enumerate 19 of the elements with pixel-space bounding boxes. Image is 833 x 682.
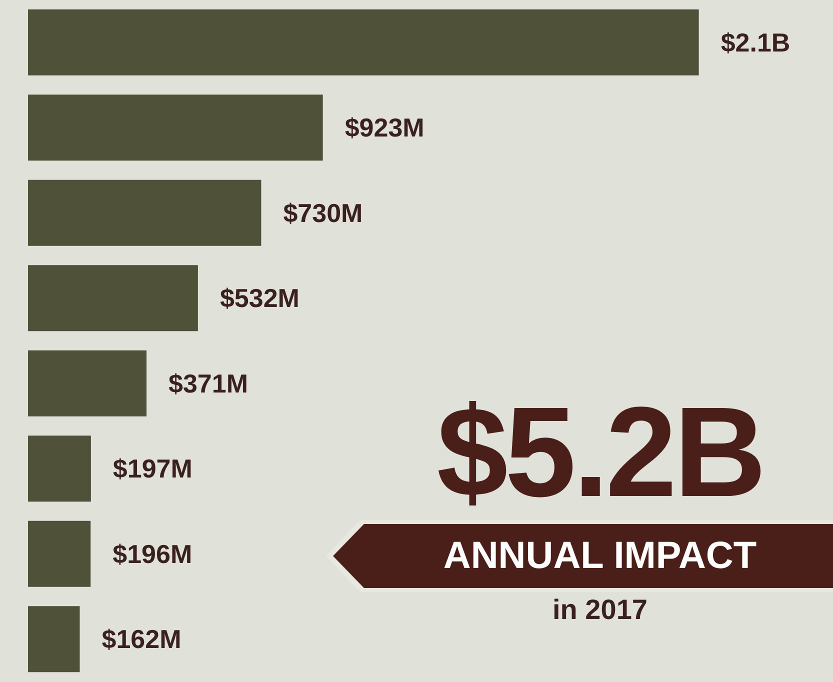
data-label: $162M <box>102 624 182 654</box>
data-label: $532M <box>220 283 300 314</box>
bar <box>28 180 262 246</box>
bar <box>28 94 323 161</box>
bar <box>28 520 91 587</box>
annotation: in 2017 <box>552 593 648 627</box>
bar <box>28 265 198 332</box>
data-label: $923M <box>344 112 424 143</box>
data-label: $196M <box>112 538 192 569</box>
bar <box>28 350 147 416</box>
bar <box>28 436 91 502</box>
annotation: $5.2B <box>436 381 764 524</box>
annotation: ANNUAL IMPACT <box>442 534 758 579</box>
data-label: $2.1B <box>720 27 790 58</box>
data-label: $371M <box>168 368 248 398</box>
bar <box>28 606 80 672</box>
bar <box>28 9 699 76</box>
data-label: $730M <box>283 198 363 228</box>
data-label: $197M <box>112 454 192 484</box>
